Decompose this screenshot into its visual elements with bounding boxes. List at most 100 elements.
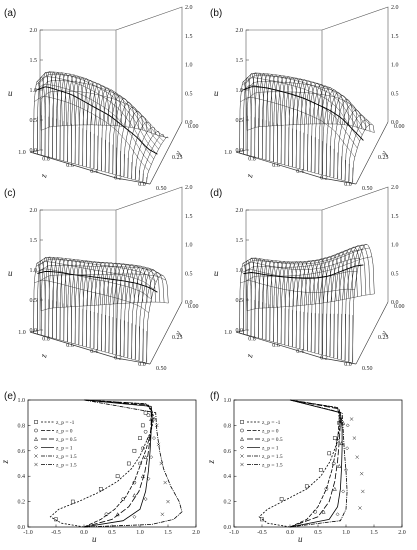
surface-line [337,248,358,360]
z-tick-label: 0.0 [236,148,244,154]
surface-line [352,243,375,364]
series-line [258,399,341,528]
surface-line [239,262,248,334]
data-point-triangle [341,420,346,425]
surface-line [318,256,337,355]
z-tick-label: 2.0 [236,208,244,214]
x-tick-label: 0.8 [42,156,50,162]
y-tick-label: 0.00 [188,304,199,310]
u-axis-title: u [8,88,13,98]
surface-line [284,261,299,346]
x-tick-label: -1.0 [23,530,33,536]
surface-line [146,274,169,364]
surface-panel-4: (d)0.00.00.50.51.01.01.51.52.02.0uzy0.00… [210,185,405,372]
z-tick-label: 0.0 [236,328,244,334]
data-point-triangle [34,436,38,441]
surface-line [246,256,372,281]
data-point-cross [166,499,170,504]
data-point-square [70,499,75,504]
surface-line [247,123,375,133]
surface-line [258,259,269,339]
data-point-cross [361,489,365,494]
data-point-triangle [321,509,326,514]
surface-line [38,74,162,146]
z-tick-label: 2.0 [30,208,38,214]
y-tick-label: 0.50 [156,366,167,372]
data-point-square [126,461,131,466]
surface-line [273,75,286,163]
x-tick-label: 0.5 [108,530,116,536]
x-tick-label: 0.4 [90,169,98,175]
y-tick-label: 0.25 [172,335,183,341]
surface-line [123,265,144,358]
surface-line [59,258,72,341]
x-tick-label: 1.0 [224,330,232,336]
legend-label: z_p = 1.5 [262,454,283,460]
surface-line [258,73,269,159]
base-left [235,149,247,153]
data-point-square [260,517,264,522]
z-tick-label: 0.5 [30,118,38,124]
surface-line [93,85,110,170]
surface-line [239,152,353,184]
y-tick-label: 0.2 [224,500,232,506]
surface-line [241,77,360,142]
x-axis-title: u [298,534,303,544]
base-left [235,329,247,333]
x-tick-label: 0.6 [66,343,74,349]
x-tick-label: -0.5 [257,530,267,536]
z-tick-label-right: 0.5 [185,271,193,277]
z-tick-label-right: 0.5 [391,91,399,97]
surface-line [352,124,375,184]
y-tick-label: 0.00 [394,304,405,310]
y-tick-label: 0.00 [394,124,405,130]
z-tick-label-right: 2.0 [185,185,193,191]
z-tick-label-right: 1.0 [185,243,193,249]
data-point-diamond [345,446,350,451]
plot-frame [27,399,197,528]
surface-line [41,301,169,311]
surface-line [242,258,360,270]
z-tick-label: 1.0 [30,88,38,94]
surface-line [119,106,139,177]
data-point-diamond [152,417,156,421]
surface-line [67,74,80,163]
u-axis-title: u [214,268,219,278]
y-tick-label: 0.4 [224,474,232,480]
surface-line [329,95,350,178]
u-axis-title: u [8,268,13,278]
data-point-triangle [339,441,344,446]
data-point-square [98,487,103,491]
x-tick-label: 0.0 [286,530,294,536]
back-wall-left [245,209,323,358]
x-axis-title: u [92,534,97,544]
surface-line [265,74,278,161]
z-tick-label: 1.0 [30,268,38,274]
surface-centerline [37,86,158,155]
back-wall-right [115,6,183,122]
surface-line [101,89,118,172]
z-tick-label-right: 1.5 [391,214,399,220]
data-point-triangle [146,435,151,440]
z-tick-label: 0.5 [236,118,244,124]
y-axis-title: z [0,460,10,465]
x-tick-label: 0.4 [296,169,304,175]
surface-line [67,259,80,343]
x-tick-label: 0.5 [314,530,322,536]
y-axis-title: y [172,330,183,338]
surface-line [246,257,256,336]
x-tick-label: 1.0 [224,150,232,156]
base-left [29,149,41,153]
surface-line [74,260,88,345]
z-tick-label: 1.5 [236,238,244,244]
surface-line [254,258,265,338]
surface-line [340,109,362,181]
x-tick-label: 0.6 [66,163,74,169]
surface-line [134,126,156,181]
z-axis-title: z [244,173,255,180]
surface-centerline [37,270,158,293]
z-tick-label-right: 0.5 [185,91,193,97]
surface-line [93,262,110,350]
y-tick-label: 1.0 [224,398,232,404]
